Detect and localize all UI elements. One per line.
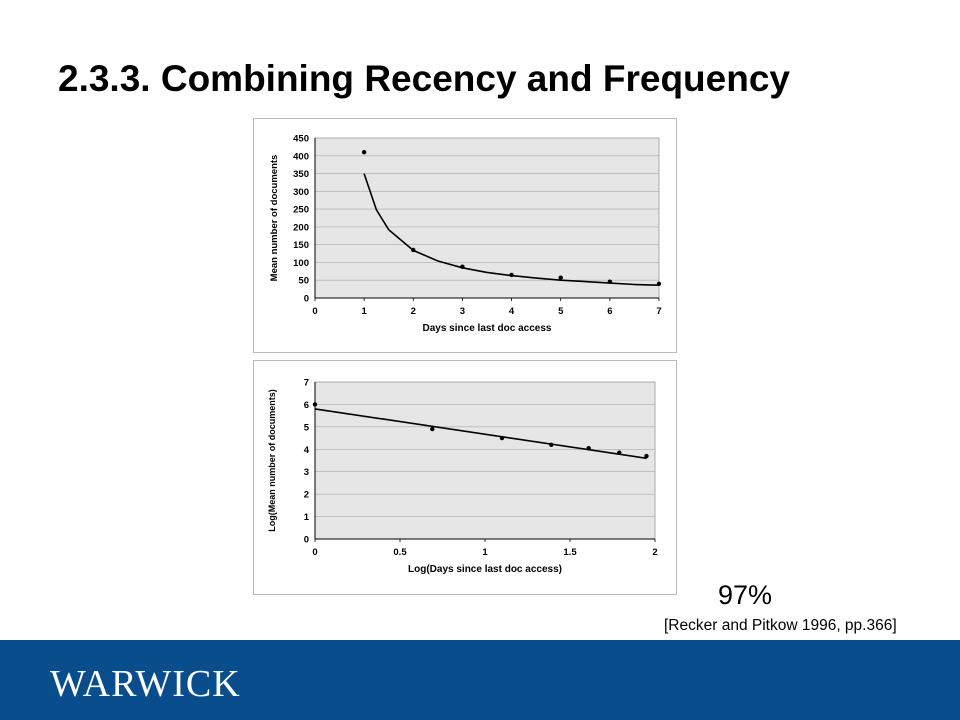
x-tick-label: 1 [361, 306, 367, 317]
y-tick-label: 3 [304, 467, 309, 478]
x-tick-label: 7 [656, 306, 661, 317]
x-tick-label: 0 [312, 547, 317, 558]
y-tick-label: 50 [298, 276, 309, 287]
slide-title: 2.3.3. Combining Recency and Frequency [58, 58, 790, 99]
data-point [644, 453, 649, 459]
y-tick-label: 150 [293, 240, 309, 251]
data-point [430, 426, 435, 432]
x-tick-label: 2 [652, 547, 657, 558]
citation: [Recker and Pitkow 1996, pp.366] [664, 617, 897, 634]
trend-line [314, 408, 647, 460]
chart-log-days-vs-log-documents: 0 1 2 3 4 5 6 7 0 0.5 1 1.5 2 Log(Days since last doc… [253, 360, 677, 595]
plot-area [314, 381, 656, 540]
plot-area [314, 137, 660, 299]
y-tick-label: 450 [293, 134, 309, 145]
x-tick-label: 5 [558, 306, 564, 317]
y-tick-label: 7 [304, 378, 309, 389]
y-tick-label: 0 [304, 535, 309, 546]
y-tick-label: 5 [304, 422, 310, 433]
y-axis-label: Mean number of documents [269, 155, 280, 282]
y-tick-label: 200 [293, 222, 309, 233]
y-tick-label: 400 [293, 151, 309, 162]
chart-log-days-vs-log-documents-svg: 0 1 2 3 4 5 6 7 0 0.5 1 1.5 2 Log(Days since last doc… [253, 360, 677, 595]
footer-bar: WARWICK [0, 640, 960, 720]
percent-label: 97% [718, 580, 773, 610]
chart-days-vs-documents-svg: 0 50 100 150 200 250 300 350 400 450 0 1 2 3 4 5 6 7 Days … [253, 118, 677, 353]
y-tick-label: 350 [293, 169, 309, 180]
y-tick-label: 100 [293, 258, 309, 269]
y-tick-label: 300 [293, 187, 309, 198]
y-axis-label: Log(Mean number of documents) [267, 389, 277, 532]
y-tick-label: 4 [304, 445, 310, 456]
x-tick-label: 1 [482, 547, 488, 558]
data-point [361, 150, 367, 155]
y-tick-label: 1 [304, 512, 310, 523]
x-tick-label: 6 [607, 306, 612, 317]
x-axis-label: Days since last doc access [423, 323, 552, 334]
trend-line [363, 173, 660, 286]
x-tick-label: 0 [312, 306, 317, 317]
chart-days-vs-documents: 0 50 100 150 200 250 300 350 400 450 0 1 2 3 4 5 6 7 Days … [253, 118, 677, 353]
x-tick-label: 3 [460, 306, 465, 317]
data-point [312, 402, 318, 407]
y-tick-label: 2 [304, 490, 309, 501]
x-tick-label: 2 [411, 306, 416, 317]
x-tick-label: 1.5 [563, 547, 577, 558]
y-tick-label: 250 [293, 205, 309, 216]
y-tick-label: 6 [304, 400, 309, 411]
x-axis-label: Log(Days since last doc access) [408, 564, 562, 575]
y-tick-label: 0 [304, 294, 309, 305]
x-tick-label: 0.5 [393, 547, 407, 558]
data-point [558, 275, 563, 280]
warwick-logo: WARWICK [50, 663, 241, 705]
x-tick-label: 4 [509, 306, 515, 317]
